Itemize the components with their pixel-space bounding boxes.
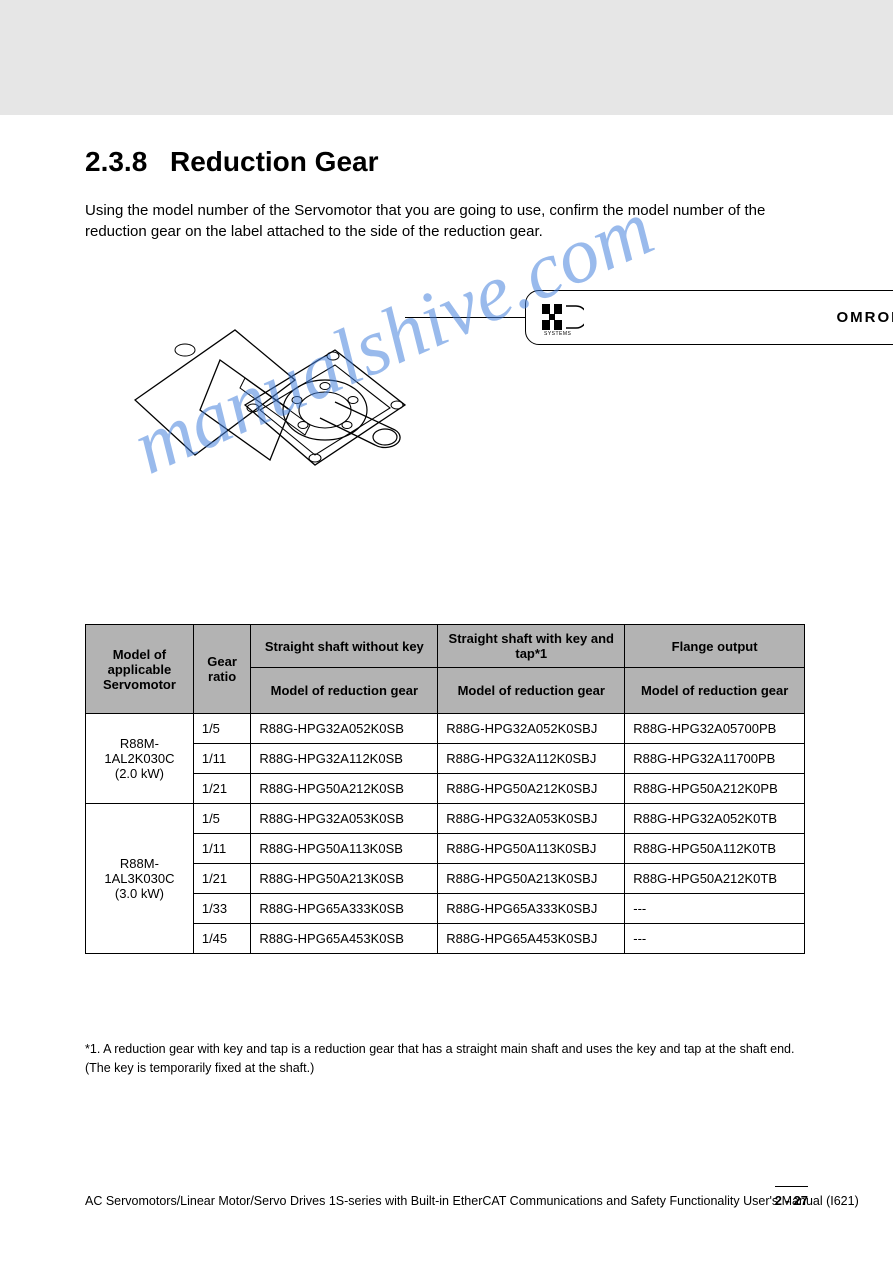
cell-key: R88G-HPG65A453K0SBJ [438,924,625,954]
table-row: 1/33 R88G-HPG65A333K0SB R88G-HPG65A333K0… [86,894,805,924]
footer-manual-title: AC Servomotors/Linear Motor/Servo Drives… [85,1194,859,1208]
cell-flange: --- [625,924,805,954]
section-number: 2.3.8 [85,146,147,178]
page-header-band [0,0,893,115]
th-sub-straight: Model of reduction gear [251,668,438,714]
cell-key: R88G-HPG32A112K0SBJ [438,744,625,774]
section-title: Reduction Gear [170,146,378,178]
cell-key: R88G-HPG65A333K0SBJ [438,894,625,924]
cell-ratio: 1/21 [193,864,251,894]
cell-straight: R88G-HPG32A112K0SB [251,744,438,774]
cell-straight: R88G-HPG65A453K0SB [251,924,438,954]
nameplate-label-box: SYSTEMS OMRON [525,290,893,345]
cell-flange: R88G-HPG32A11700PB [625,744,805,774]
spec-table-container: Model of applicable Servomotor Gear rati… [85,624,805,954]
cell-straight: R88G-HPG50A212K0SB [251,774,438,804]
cell-ratio: 1/5 [193,714,251,744]
th-ratio: Gear ratio [193,625,251,714]
cell-straight: R88G-HPG32A052K0SB [251,714,438,744]
table-row: R88M-1AL3K030C (3.0 kW) 1/5 R88G-HPG32A0… [86,804,805,834]
chapter-strip [859,0,893,115]
hd-systems-logo-icon: SYSTEMS [540,300,584,336]
cell-flange: R88G-HPG32A052K0TB [625,804,805,834]
cell-ratio: 1/21 [193,774,251,804]
footnote: *1. A reduction gear with key and tap is… [85,1040,805,1078]
cell-key: R88G-HPG50A213K0SBJ [438,864,625,894]
th-sub-flange: Model of reduction gear [625,668,805,714]
page-number: 2 - 27 [775,1186,808,1208]
reduction-gear-table: Model of applicable Servomotor Gear rati… [85,624,805,954]
label-leader-line [405,317,525,318]
cell-ratio: 1/5 [193,804,251,834]
omron-brand-text: OMRON [837,309,893,326]
th-straight: Straight shaft without key [251,625,438,668]
cell-flange: --- [625,894,805,924]
cell-flange: R88G-HPG32A05700PB [625,714,805,744]
table-row: R88M-1AL2K030C (2.0 kW) 1/5 R88G-HPG32A0… [86,714,805,744]
table-row: 1/11 R88G-HPG50A113K0SB R88G-HPG50A113K0… [86,834,805,864]
cell-motor: R88M-1AL2K030C (2.0 kW) [86,714,194,804]
th-key: Straight shaft with key and tap*1 [438,625,625,668]
cell-straight: R88G-HPG50A113K0SB [251,834,438,864]
svg-text:SYSTEMS: SYSTEMS [544,331,572,336]
table-row: 1/21 R88G-HPG50A212K0SB R88G-HPG50A212K0… [86,774,805,804]
table-row: 1/45 R88G-HPG65A453K0SB R88G-HPG65A453K0… [86,924,805,954]
cell-ratio: 1/45 [193,924,251,954]
cell-straight: R88G-HPG32A053K0SB [251,804,438,834]
cell-flange: R88G-HPG50A212K0TB [625,864,805,894]
cell-key: R88G-HPG32A053K0SBJ [438,804,625,834]
cell-flange: R88G-HPG50A112K0TB [625,834,805,864]
reduction-gear-diagram: SYSTEMS OMRON [125,290,795,610]
cell-straight: R88G-HPG50A213K0SB [251,864,438,894]
th-flange: Flange output [625,625,805,668]
th-sub-key: Model of reduction gear [438,668,625,714]
cell-ratio: 1/11 [193,834,251,864]
th-motor: Model of applicable Servomotor [86,625,194,714]
cell-ratio: 1/33 [193,894,251,924]
cell-straight: R88G-HPG65A333K0SB [251,894,438,924]
cell-ratio: 1/11 [193,744,251,774]
cell-flange: R88G-HPG50A212K0PB [625,774,805,804]
cell-key: R88G-HPG50A212K0SBJ [438,774,625,804]
table-row: 1/21 R88G-HPG50A213K0SB R88G-HPG50A213K0… [86,864,805,894]
table-row: 1/11 R88G-HPG32A112K0SB R88G-HPG32A112K0… [86,744,805,774]
cell-motor: R88M-1AL3K030C (3.0 kW) [86,804,194,954]
gear-svg [125,290,425,590]
cell-key: R88G-HPG32A052K0SBJ [438,714,625,744]
intro-paragraph: Using the model number of the Servomotor… [85,200,805,242]
cell-key: R88G-HPG50A113K0SBJ [438,834,625,864]
